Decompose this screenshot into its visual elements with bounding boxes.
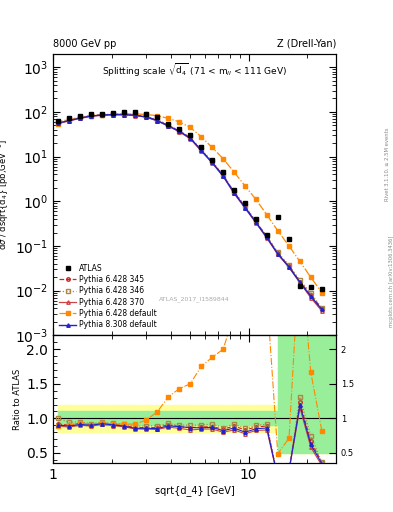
Y-axis label: d$\sigma$ / dsqrt{d$_4$} [pb,GeV$^{-1}$]: d$\sigma$ / dsqrt{d$_4$} [pb,GeV$^{-1}$] bbox=[0, 139, 11, 250]
Text: Z (Drell-Yan): Z (Drell-Yan) bbox=[277, 38, 336, 49]
Y-axis label: Ratio to ATLAS: Ratio to ATLAS bbox=[13, 369, 22, 430]
Text: ATLAS_2017_I1589844: ATLAS_2017_I1589844 bbox=[159, 296, 230, 302]
Text: 8000 GeV pp: 8000 GeV pp bbox=[53, 38, 116, 49]
Text: mcplots.cern.ch [arXiv:1306.3436]: mcplots.cern.ch [arXiv:1306.3436] bbox=[389, 236, 393, 327]
Text: Splitting scale $\sqrt{\mathsf{d}_4}$ (71 < m$_{ll}$ < 111 GeV): Splitting scale $\sqrt{\mathsf{d}_4}$ (7… bbox=[102, 62, 287, 79]
X-axis label: sqrt{d_4} [GeV]: sqrt{d_4} [GeV] bbox=[155, 485, 234, 496]
Legend: ATLAS, Pythia 6.428 345, Pythia 6.428 346, Pythia 6.428 370, Pythia 6.428 defaul: ATLAS, Pythia 6.428 345, Pythia 6.428 34… bbox=[57, 262, 159, 332]
Text: Rivet 3.1.10, ≥ 2.5M events: Rivet 3.1.10, ≥ 2.5M events bbox=[385, 127, 389, 201]
